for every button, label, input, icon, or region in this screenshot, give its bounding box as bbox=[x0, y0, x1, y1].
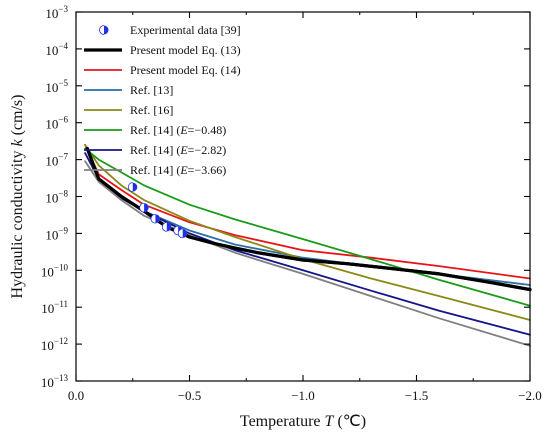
x-tick-labels: 0.0 −0.5 −1.0 −1.5 −2.0 bbox=[68, 388, 542, 403]
y-tick-label: 10−10 bbox=[41, 262, 69, 279]
axis-ticks bbox=[75, 11, 531, 382]
y-tick-label: 10−5 bbox=[45, 78, 68, 95]
legend-marker bbox=[99, 25, 109, 35]
y-tick-label: 10−13 bbox=[41, 373, 69, 390]
legend-label: Ref. [14] (E=−3.66) bbox=[130, 163, 226, 177]
experimental-data-point bbox=[150, 213, 160, 224]
series-line-4 bbox=[84, 143, 531, 321]
experimental-data-point bbox=[139, 202, 149, 213]
y-tick-labels: 10−13 10−12 10−11 10−10 10−9 10−8 10−7 10−6 10−5… bbox=[41, 4, 69, 390]
y-tick-label: 10−8 bbox=[45, 189, 68, 206]
x-tick-label: −1.0 bbox=[291, 388, 315, 403]
x-axis-title: Temperature T (℃) bbox=[240, 413, 366, 430]
x-tick-label: 0.0 bbox=[68, 388, 84, 403]
experimental-data-point bbox=[177, 228, 188, 239]
y-tick-label: 10−4 bbox=[45, 41, 68, 58]
experimental-data-point bbox=[127, 182, 138, 192]
series-line-present-model-eq13 bbox=[85, 146, 532, 292]
y-tick-label: 10−9 bbox=[45, 225, 68, 242]
x-tick-label: −2.0 bbox=[518, 388, 542, 403]
experimental-markers bbox=[127, 182, 188, 239]
legend-label: Present model Eq. (14) bbox=[130, 63, 241, 77]
y-tick-label: 10−3 bbox=[45, 4, 68, 21]
y-axis-title: Hydraulic conductivity k (cm/s) bbox=[9, 95, 26, 299]
legend-label: Ref. [14] (E=−2.82) bbox=[130, 143, 226, 157]
y-tick-label: 10−7 bbox=[45, 152, 68, 169]
x-tick-label: −0.5 bbox=[178, 388, 202, 403]
legend: Experimental data [39] Present model Eq. … bbox=[84, 23, 241, 177]
series-line-6 bbox=[84, 152, 531, 336]
y-tick-label: 10−12 bbox=[41, 336, 68, 353]
experimental-data-point bbox=[161, 222, 172, 232]
legend-label: Ref. [13] bbox=[130, 83, 173, 97]
y-tick-label: 10−11 bbox=[41, 299, 68, 316]
legend-label: Present model Eq. (13) bbox=[130, 43, 241, 57]
plot-lines bbox=[84, 143, 532, 347]
y-tick-label: 10−6 bbox=[45, 115, 68, 132]
legend-label: Ref. [14] (E=−0.48) bbox=[130, 123, 226, 137]
legend-label: Ref. [16] bbox=[130, 103, 173, 117]
legend-label: Experimental data [39] bbox=[130, 23, 241, 37]
x-tick-label: −1.5 bbox=[405, 388, 429, 403]
